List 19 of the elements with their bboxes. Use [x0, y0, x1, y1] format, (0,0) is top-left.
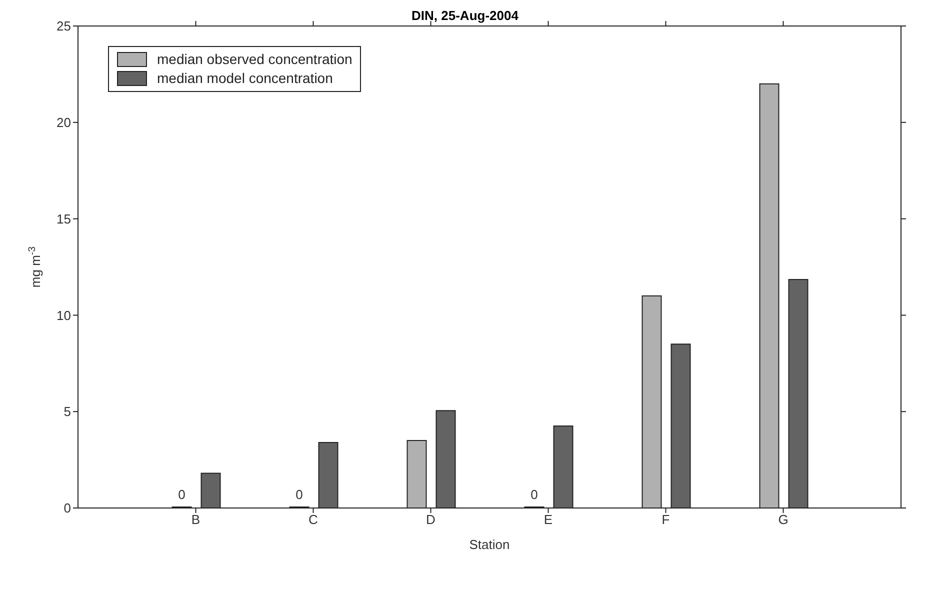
- x-tick-label: F: [662, 512, 670, 528]
- data-label: 0: [530, 487, 538, 502]
- x-tick-label: C: [308, 512, 318, 528]
- data-label: 0: [296, 487, 303, 502]
- y-tick-label: 15: [56, 211, 71, 226]
- x-axis-title: Station: [469, 537, 510, 552]
- x-tick-label: B: [191, 512, 200, 528]
- y-tick-label: 25: [56, 18, 71, 34]
- x-tick-label: G: [778, 512, 788, 528]
- legend-label: median model concentration: [157, 69, 333, 88]
- x-tick-label: D: [426, 512, 436, 528]
- chart-title: DIN, 25-Aug-2004: [412, 8, 518, 23]
- y-tick-label: 0: [64, 500, 71, 516]
- y-tick-label: 10: [56, 308, 71, 323]
- y-tick-label: 20: [56, 115, 71, 130]
- data-label: 0: [178, 487, 186, 502]
- y-tick-label: 5: [64, 404, 71, 420]
- x-tick-label: E: [544, 512, 553, 528]
- legend-label: median observed concentration: [157, 50, 352, 69]
